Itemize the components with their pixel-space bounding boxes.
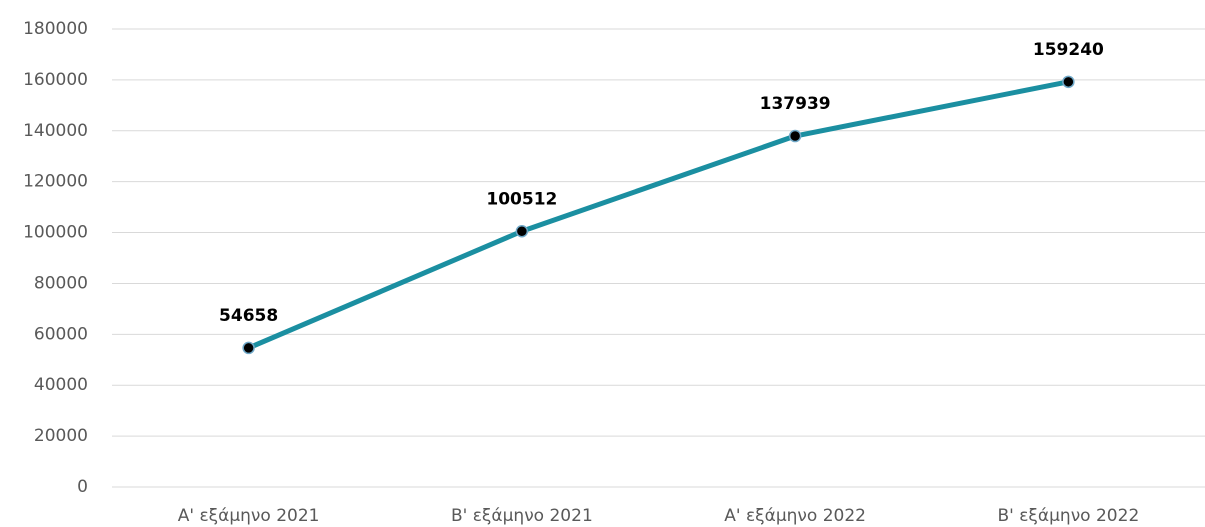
data-label: 137939 (760, 94, 831, 114)
y-tick-label: 0 (77, 477, 88, 497)
marker (1062, 75, 1075, 89)
y-tick-label: 180000 (23, 19, 88, 39)
y-tick-label: 60000 (34, 324, 88, 344)
data-label: 159240 (1033, 40, 1104, 60)
data-label: 54658 (219, 306, 278, 326)
y-tick-label: 120000 (23, 172, 88, 192)
x-tick-label: Β' εξάμηνο 2021 (451, 506, 593, 526)
y-tick-label: 80000 (34, 273, 88, 293)
x-tick-label: Α' εξάμηνο 2022 (724, 506, 866, 526)
line (247, 79, 1069, 351)
y-tick-label: 160000 (23, 70, 88, 90)
x-tick-label: Β' εξάμηνο 2022 (997, 506, 1139, 526)
marker (515, 225, 529, 238)
marker (788, 129, 802, 143)
y-tick-label: 100000 (23, 223, 88, 243)
y-tick-label: 20000 (34, 426, 88, 446)
marker (242, 341, 255, 355)
x-tick-label: Α' εξάμηνο 2021 (178, 506, 320, 526)
y-tick-label: 40000 (34, 375, 88, 395)
data-label: 100512 (486, 189, 557, 209)
y-tick-label: 140000 (23, 121, 88, 141)
